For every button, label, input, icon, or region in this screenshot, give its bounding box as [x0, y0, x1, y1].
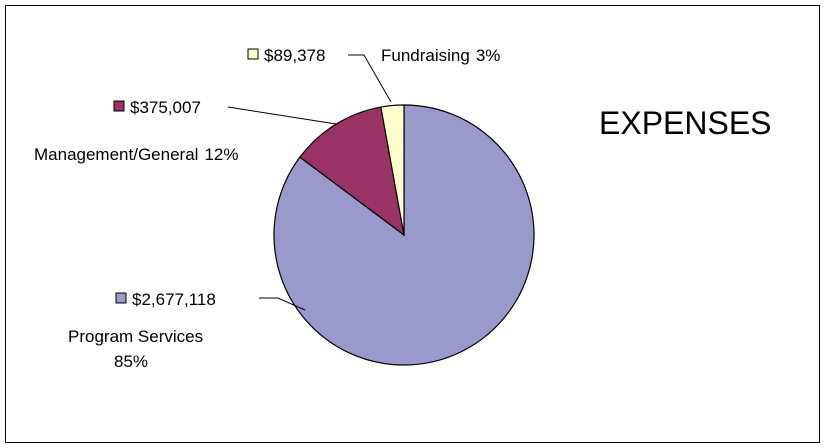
name-text-fundraising: Fundraising — [381, 46, 470, 65]
chart-frame: EXPENSES $89,378 Fundraising 3% $375,007 … — [5, 5, 820, 443]
pie-slice-management-general — [299, 106, 405, 237]
value-label-management: $375,007 — [130, 98, 201, 117]
leader-line-program — [259, 297, 306, 311]
percent-label-program: 85% — [114, 352, 148, 371]
value-label-program: $2,677,118 — [132, 290, 216, 309]
legend-swatch-program — [115, 292, 127, 304]
pie-slices — [273, 104, 535, 366]
name-label-management: Management/General 12% — [34, 145, 238, 164]
legend-swatch-management — [113, 100, 125, 112]
percent-text-management: 12% — [204, 145, 238, 164]
legend-swatch-fundraising — [247, 48, 259, 60]
name-text-management: Management/General — [34, 145, 198, 164]
pie-slice-program-services — [273, 104, 535, 366]
value-label-fundraising: $89,378 — [264, 46, 325, 65]
chart-title: EXPENSES — [599, 105, 772, 141]
expenses-pie-chart: EXPENSES $89,378 Fundraising 3% $375,007 … — [34, 46, 772, 371]
name-label-program: Program Services — [68, 327, 203, 346]
name-label-fundraising: Fundraising 3% — [381, 46, 500, 65]
leader-line-fundraising — [348, 54, 392, 103]
pie-slice-fundraising — [380, 104, 405, 236]
percent-text-fundraising: 3% — [476, 46, 501, 65]
leader-line-management — [227, 106, 337, 125]
